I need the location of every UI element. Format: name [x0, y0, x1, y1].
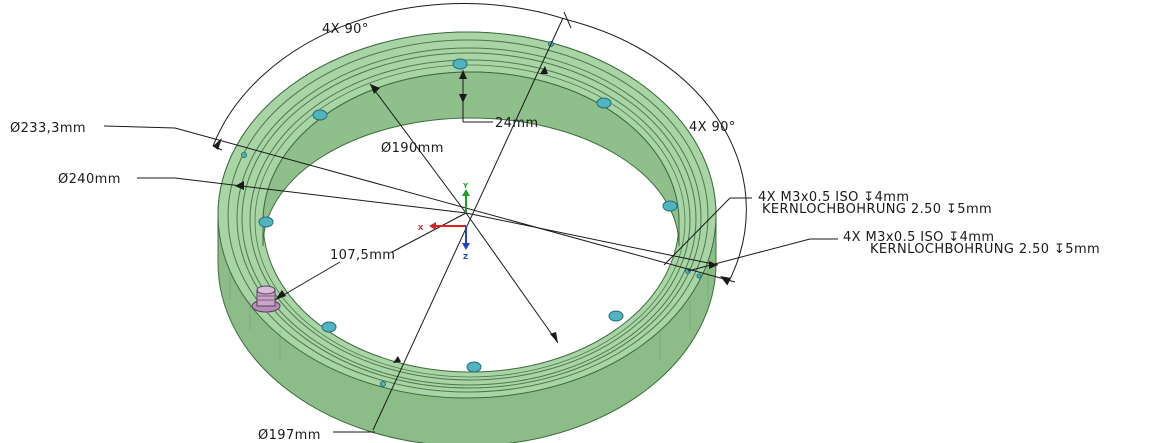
dim-line-107 — [391, 212, 467, 253]
hole-icon — [452, 58, 468, 70]
fitting-boss — [251, 285, 281, 313]
diameter-label-190: Ø190mm — [381, 141, 444, 156]
depth-label-24: 24mm — [495, 116, 538, 131]
arrowheads — [213, 66, 731, 363]
boss-top-icon — [256, 285, 276, 295]
hole-icon — [596, 97, 612, 109]
dim-line-197 — [372, 17, 564, 431]
axis-x-label: X — [418, 224, 424, 232]
hole-icon — [608, 310, 624, 322]
thread-callout-2-line1: 4X M3x0.5 ISO ↧4mm — [843, 230, 994, 245]
dimension-lines — [103, 3, 838, 433]
thread-callout-1-line1: 4X M3x0.5 ISO ↧4mm — [758, 190, 909, 205]
ring-groove-4 — [249, 59, 691, 381]
small-hole-icon — [241, 152, 247, 158]
small-hole-icon — [696, 273, 702, 279]
hole-icon — [662, 200, 678, 212]
angle-label-top: 4X 90° — [322, 22, 369, 37]
ring-body — [217, 31, 717, 443]
hole-icon — [258, 216, 274, 228]
ring-groove-5 — [254, 64, 686, 378]
dim-line-233 — [103, 125, 176, 129]
ring-groove-2 — [236, 47, 702, 389]
ring-inner-wall — [262, 71, 680, 247]
ring-groove-3 — [241, 52, 697, 386]
axis-z-label: Z — [463, 253, 468, 261]
hole-icon — [312, 109, 328, 121]
hole-icon — [321, 321, 337, 333]
dimension-labels: 4X 90° 4X 90° Ø233,3mm Ø240mm Ø190mm 24m… — [10, 22, 736, 443]
angle-arc-right — [567, 19, 747, 286]
threaded-holes — [241, 41, 702, 387]
angle-arc-top — [212, 3, 569, 147]
coordinate-triad: Y X Z — [418, 182, 470, 261]
diameter-label-240: Ø240mm — [58, 172, 121, 187]
ring-groove-1 — [227, 39, 709, 393]
small-hole-icon — [380, 381, 386, 387]
axis-y-label: Y — [462, 182, 469, 190]
diameter-label-233: Ø233,3mm — [10, 121, 86, 136]
diameter-label-197: Ø197mm — [258, 428, 321, 443]
hole-icon — [466, 361, 482, 373]
radius-label-107: 107,5mm — [330, 248, 395, 263]
dim-line-190 — [369, 83, 467, 214]
angle-label-right: 4X 90° — [689, 120, 736, 135]
thread-callout-2-line2: KERNLOCHBOHRUNG 2.50 ↧5mm — [870, 242, 1100, 257]
thread-callouts: 4X M3x0.5 ISO ↧4mm KERNLOCHBOHRUNG 2.50 … — [758, 190, 1100, 257]
thread-callout-1-line2: KERNLOCHBOHRUNG 2.50 ↧5mm — [762, 202, 992, 217]
